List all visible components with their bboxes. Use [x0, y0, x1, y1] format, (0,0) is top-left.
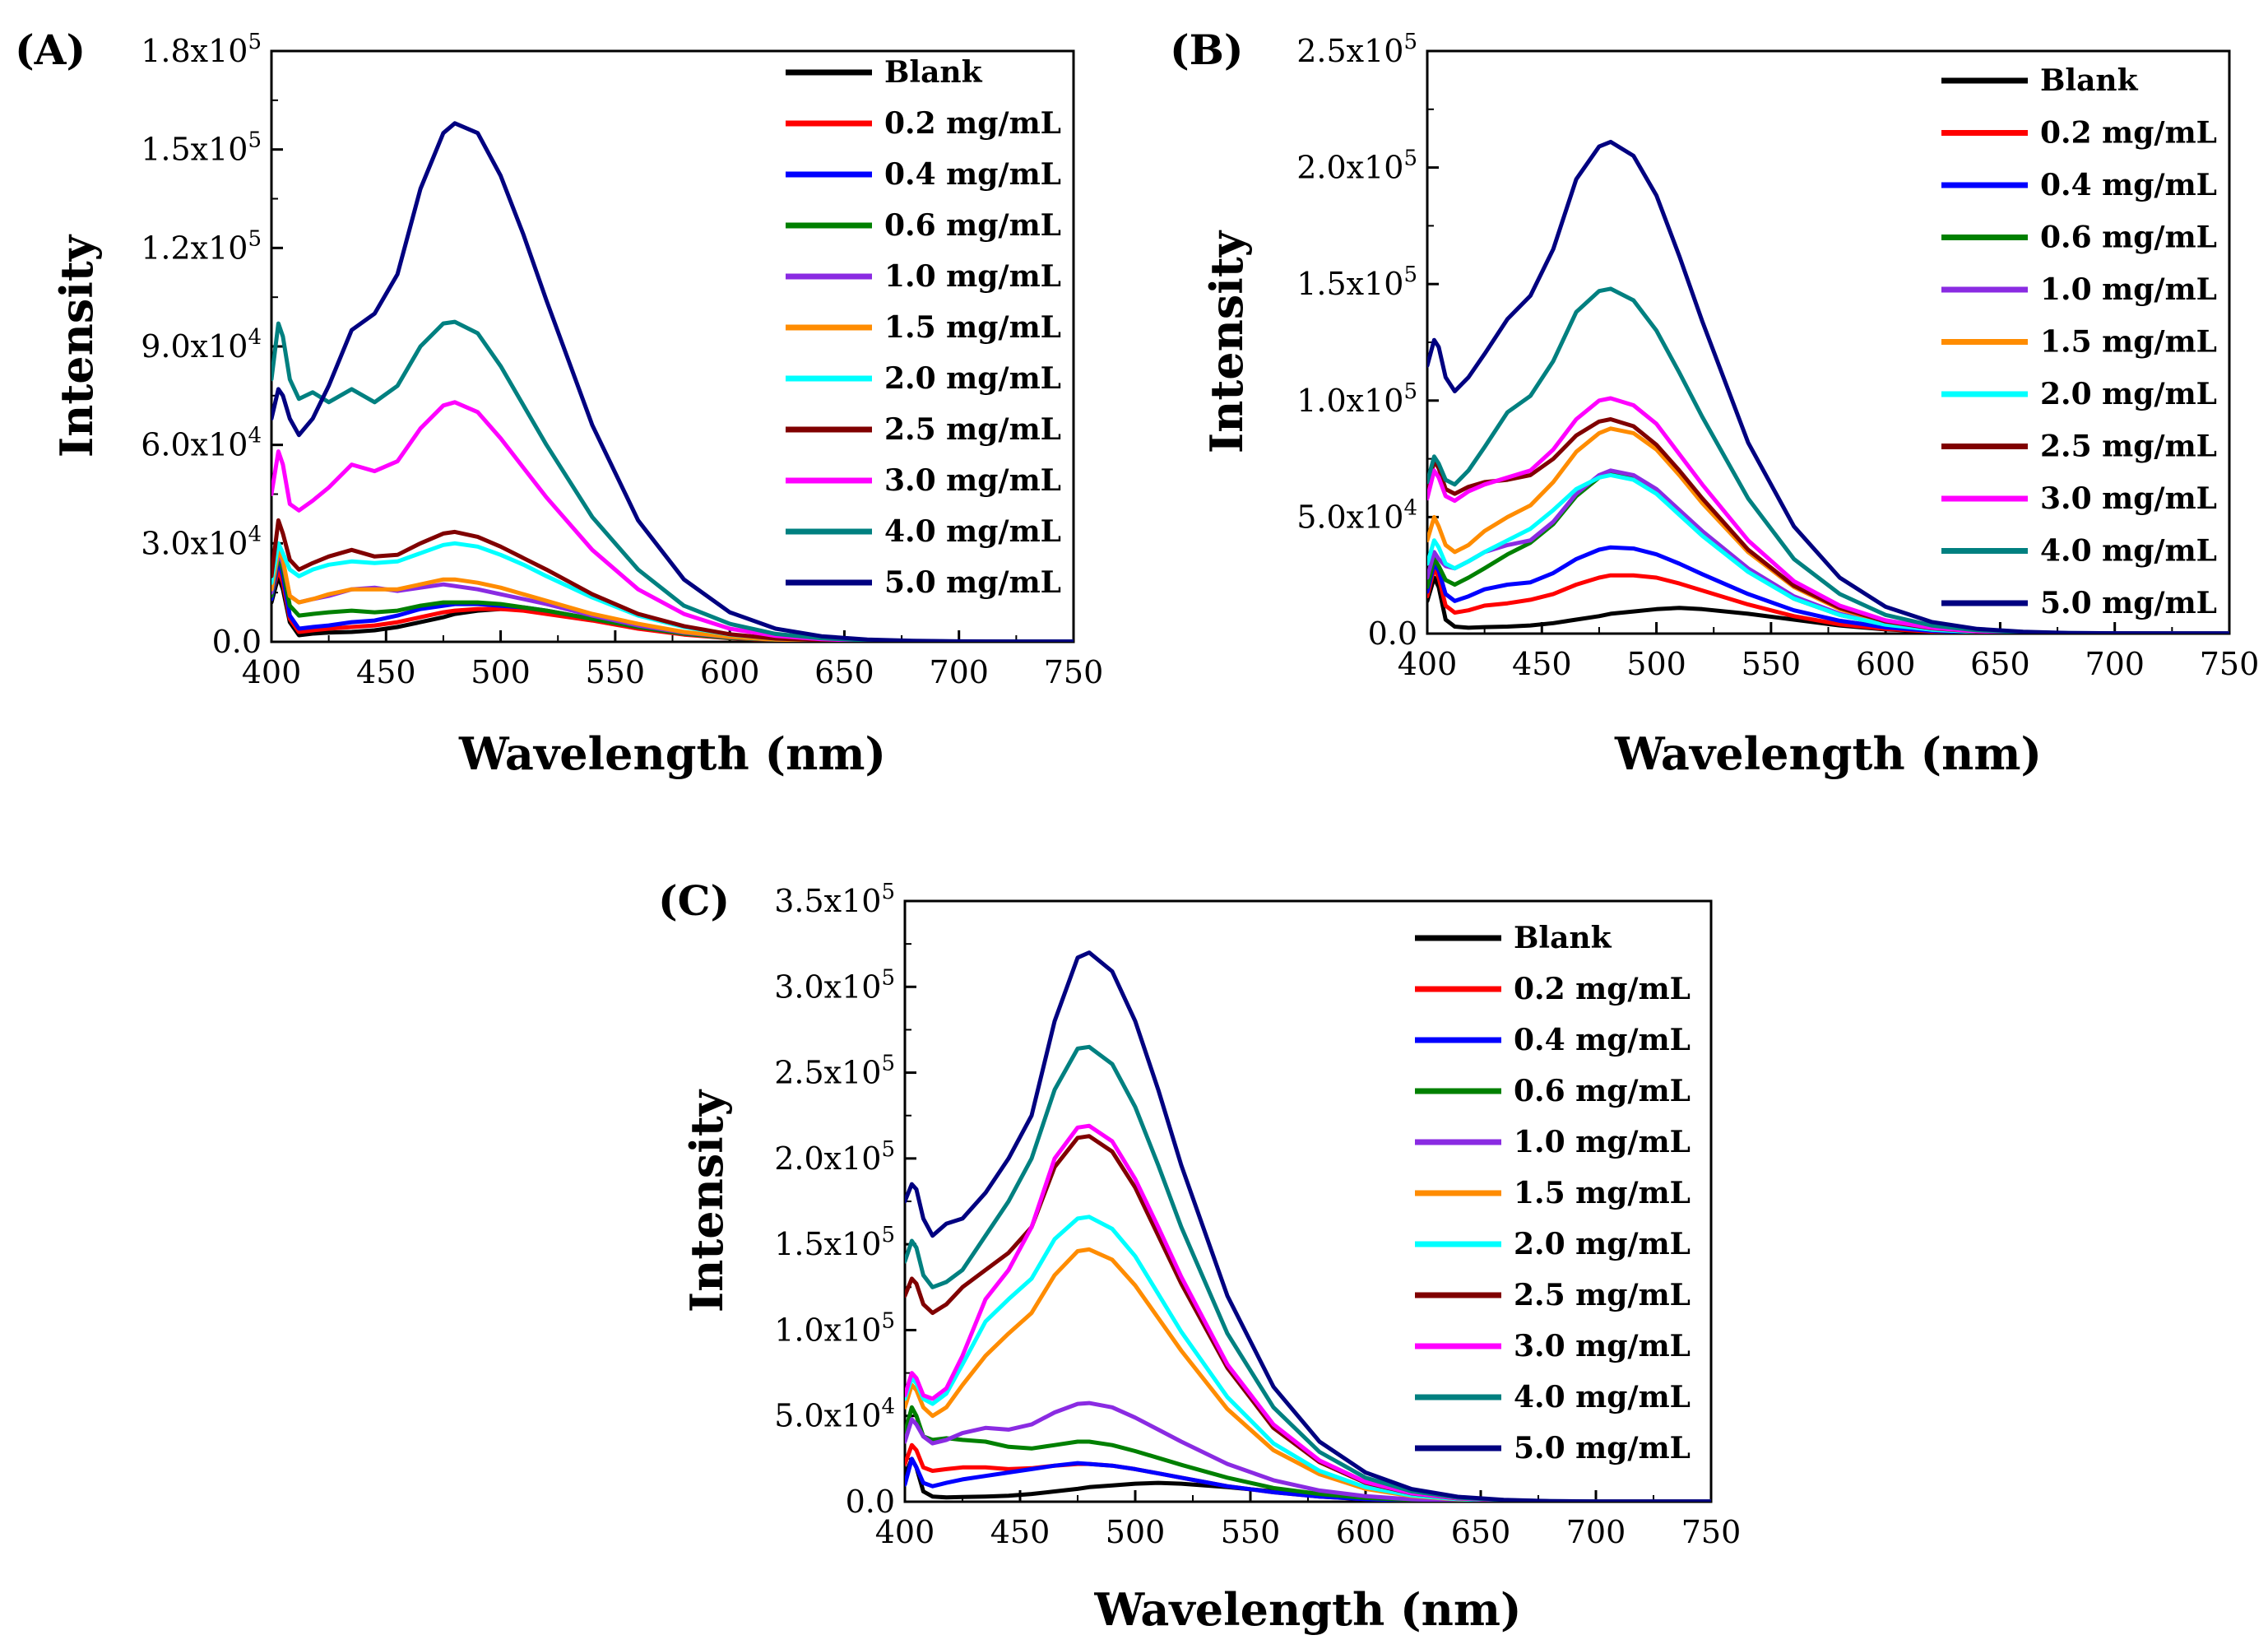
y-tick-label: 0.0 [846, 1484, 895, 1520]
x-tick-label: 650 [1451, 1514, 1511, 1550]
legend-label: 1.0 mg/mL [884, 259, 1061, 294]
legend-label: 0.2 mg/mL [2040, 116, 2217, 151]
y-tick-label: 3.0x105 [774, 965, 895, 1005]
chart-panel-2: (C) 400 450 500 550 600 650 700 750 0.0 5.0x104 1.0… [658, 876, 1741, 1636]
legend-label: Blank [2040, 63, 2139, 98]
panel-label: (B) [1170, 26, 1244, 74]
legend-label: 1.5 mg/mL [2040, 325, 2217, 360]
legend-label: 1.5 mg/mL [884, 310, 1061, 345]
series-line [1427, 139, 2229, 634]
y-tick-label: 5.0x104 [1296, 495, 1417, 535]
x-tick-label: 450 [990, 1514, 1051, 1550]
legend-label: 5.0 mg/mL [2040, 586, 2217, 620]
y-tick-label: 0.0 [212, 624, 262, 660]
legend-label: 0.4 mg/mL [2040, 168, 2217, 202]
y-tick-label: 3.5x105 [774, 880, 895, 919]
x-axis-title: Wavelength (nm) [1614, 727, 2042, 780]
legend-label: 0.2 mg/mL [884, 106, 1061, 141]
y-tick-label: 5.0x104 [774, 1395, 895, 1434]
x-tick-label: 750 [1044, 654, 1104, 690]
x-axis-title: Wavelength (nm) [458, 727, 886, 780]
y-axis-title: Intensity [1200, 230, 1253, 453]
legend-label: 2.5 mg/mL [1514, 1278, 1691, 1312]
panel-label: (C) [658, 876, 730, 925]
legend-label: 3.0 mg/mL [884, 463, 1061, 498]
legend-label: 4.0 mg/mL [884, 514, 1061, 549]
legend-label: 4.0 mg/mL [1514, 1380, 1691, 1414]
x-tick-label: 500 [471, 654, 531, 690]
x-tick-label: 750 [2200, 646, 2260, 682]
legend-label: 3.0 mg/mL [2040, 481, 2217, 516]
y-tick-label: 1.2x105 [141, 226, 262, 266]
x-tick-label: 600 [700, 654, 760, 690]
legend-label: 3.0 mg/mL [1514, 1329, 1691, 1363]
legend-label: 2.0 mg/mL [2040, 377, 2217, 411]
panel-label: (A) [15, 26, 86, 74]
y-tick-label: 2.5x105 [774, 1052, 895, 1091]
legend-label: 0.4 mg/mL [884, 157, 1061, 192]
x-tick-label: 500 [1106, 1514, 1166, 1550]
y-axis-title: Intensity [680, 1089, 733, 1312]
y-tick-label: 1.5x105 [141, 128, 262, 168]
x-tick-label: 700 [929, 654, 989, 690]
legend-label: 1.0 mg/mL [2040, 272, 2217, 307]
x-tick-label: 550 [1221, 1514, 1281, 1550]
chart-panel-1: (B) 400 450 500 550 600 650 700 750 0.0 5.0x104 1.0… [1170, 26, 2259, 780]
legend-label: 0.6 mg/mL [2040, 221, 2217, 255]
x-tick-label: 700 [1566, 1514, 1626, 1550]
chart-panel-0: (A) 400 450 500 550 600 650 700 750 0.0 3.0x104 6.0… [15, 26, 1103, 780]
legend-label: 2.0 mg/mL [1514, 1227, 1691, 1261]
y-tick-label: 1.8x105 [141, 30, 262, 69]
series-group [1427, 139, 2229, 634]
y-tick-label: 2.5x105 [1296, 30, 1417, 69]
legend-label: 0.6 mg/mL [884, 208, 1061, 243]
series-line [905, 950, 1711, 1502]
legend-label: 0.4 mg/mL [1514, 1023, 1691, 1057]
legend-label: 5.0 mg/mL [1514, 1431, 1691, 1466]
y-tick-label: 1.5x105 [774, 1223, 895, 1262]
y-tick-label: 1.0x105 [774, 1308, 895, 1348]
y-tick-label: 0.0 [1368, 615, 1417, 652]
y-axis-title: Intensity [50, 234, 103, 458]
legend-label: 1.0 mg/mL [1514, 1125, 1691, 1159]
x-tick-label: 600 [1856, 646, 1916, 682]
x-axis-title: Wavelength (nm) [1093, 1583, 1521, 1636]
legend-label: 2.5 mg/mL [2040, 430, 2217, 464]
series-group [271, 121, 1074, 642]
legend-label: 4.0 mg/mL [2040, 534, 2217, 569]
legend-label: Blank [884, 55, 983, 90]
x-tick-label: 550 [586, 654, 646, 690]
series-group [905, 950, 1711, 1502]
y-tick-label: 3.0x104 [141, 522, 262, 561]
series-line [271, 121, 1074, 642]
legend-label: 0.6 mg/mL [1514, 1074, 1691, 1108]
x-tick-label: 450 [356, 654, 416, 690]
legend-label: 2.0 mg/mL [884, 361, 1061, 396]
y-tick-label: 9.0x104 [141, 325, 262, 365]
legend-label: 5.0 mg/mL [884, 565, 1061, 600]
legend-label: 0.2 mg/mL [1514, 972, 1691, 1006]
y-tick-label: 1.5x105 [1296, 262, 1417, 302]
x-tick-label: 400 [242, 654, 302, 690]
y-tick-label: 2.0x105 [774, 1137, 895, 1177]
x-tick-label: 400 [1398, 646, 1458, 682]
x-tick-label: 400 [875, 1514, 935, 1550]
legend-label: 2.5 mg/mL [884, 412, 1061, 447]
y-tick-label: 1.0x105 [1296, 379, 1417, 419]
x-tick-label: 650 [1970, 646, 2030, 682]
legend-label: 1.5 mg/mL [1514, 1176, 1691, 1210]
y-tick-label: 2.0x105 [1296, 146, 1417, 186]
x-tick-label: 700 [2085, 646, 2145, 682]
x-tick-label: 750 [1681, 1514, 1742, 1550]
x-tick-label: 550 [1742, 646, 1802, 682]
x-tick-label: 650 [814, 654, 874, 690]
x-tick-label: 450 [1512, 646, 1572, 682]
legend-label: Blank [1514, 921, 1612, 955]
x-tick-label: 600 [1336, 1514, 1396, 1550]
y-tick-label: 6.0x104 [141, 424, 262, 463]
x-tick-label: 500 [1626, 646, 1686, 682]
